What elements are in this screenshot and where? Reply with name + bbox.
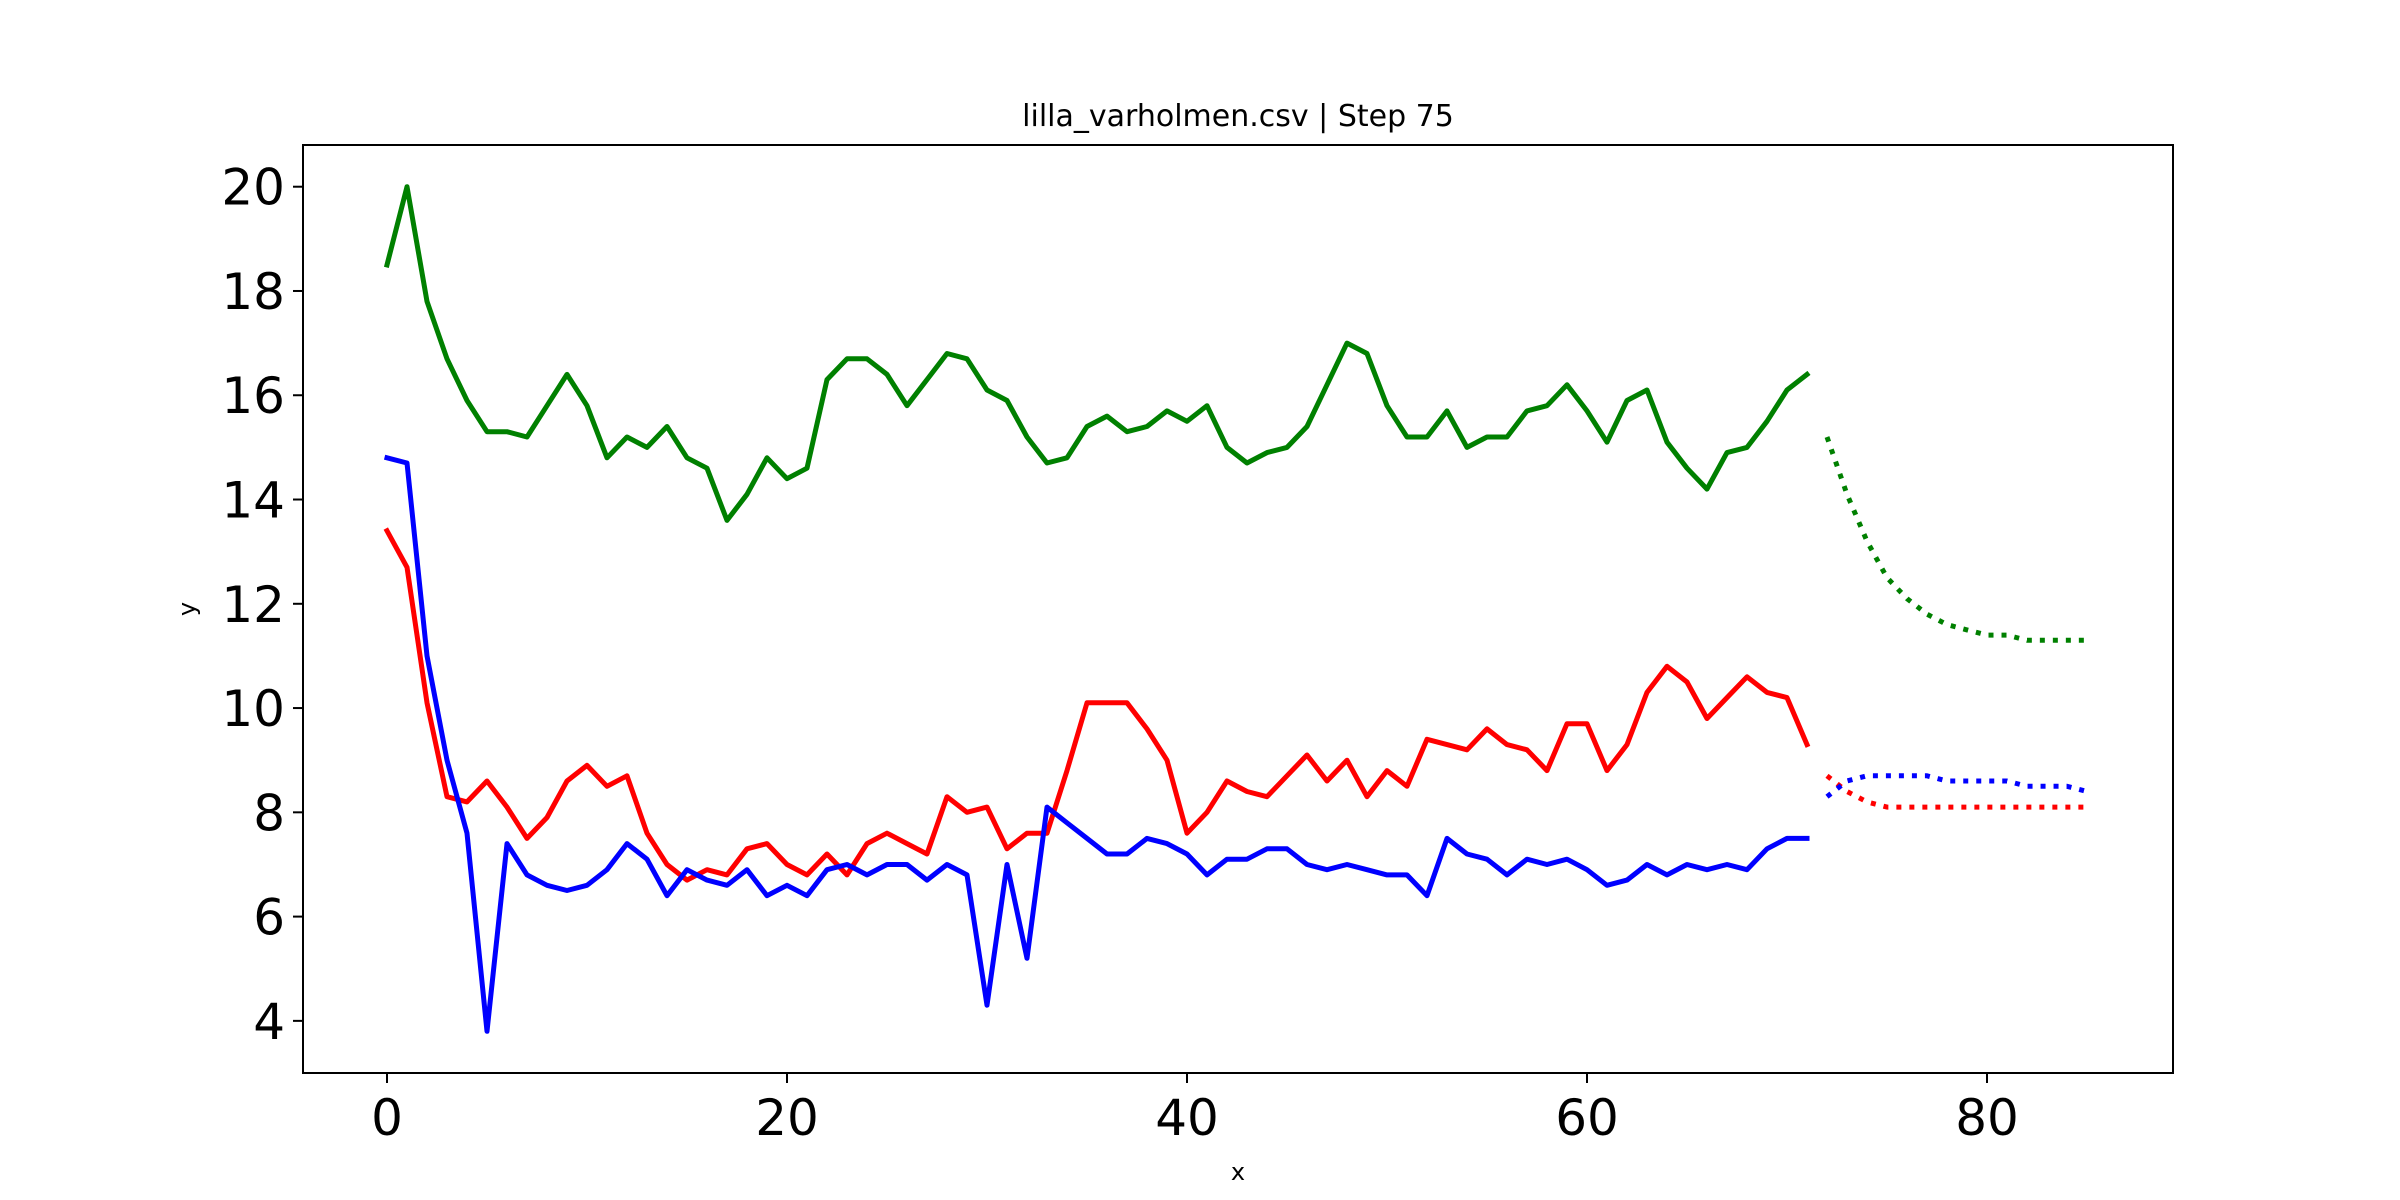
- y-tick-label: 16: [221, 367, 285, 425]
- series-line-1: [383, 527, 1811, 883]
- y-tick-label: 4: [253, 993, 285, 1051]
- x-tick-label: 20: [755, 1089, 819, 1147]
- x-tick-label: 40: [1155, 1089, 1219, 1147]
- chart-title: lilla_varholmen.csv | Step 75: [1022, 99, 1454, 134]
- series-layer: [383, 184, 2088, 1034]
- series-line-2: [383, 454, 1810, 1034]
- series-line-5: [1825, 773, 2088, 799]
- y-tick-label: 20: [221, 159, 285, 217]
- y-tick-label: 8: [253, 784, 285, 842]
- y-axis: 4 6 8 10 12 14 16 18 20: [221, 159, 303, 1051]
- x-tick-label: 60: [1555, 1089, 1619, 1147]
- x-axis-label: x: [1231, 1158, 1245, 1186]
- plot-frame: [302, 144, 2174, 1074]
- series-line-0: [383, 184, 1811, 523]
- y-tick-label: 12: [221, 576, 285, 634]
- y-tick-label: 10: [221, 680, 285, 738]
- y-axis-label: y: [173, 602, 201, 616]
- x-tick-label: 80: [1955, 1089, 2019, 1147]
- series-line-4: [1825, 773, 2087, 810]
- y-tick-label: 6: [253, 889, 285, 947]
- y-tick-label: 18: [221, 263, 285, 321]
- series-line-3: [1824, 436, 2087, 643]
- y-tick-label: 14: [221, 472, 285, 530]
- x-axis: 0 20 40 60 80: [371, 1073, 2019, 1147]
- x-tick-label: 0: [371, 1089, 403, 1147]
